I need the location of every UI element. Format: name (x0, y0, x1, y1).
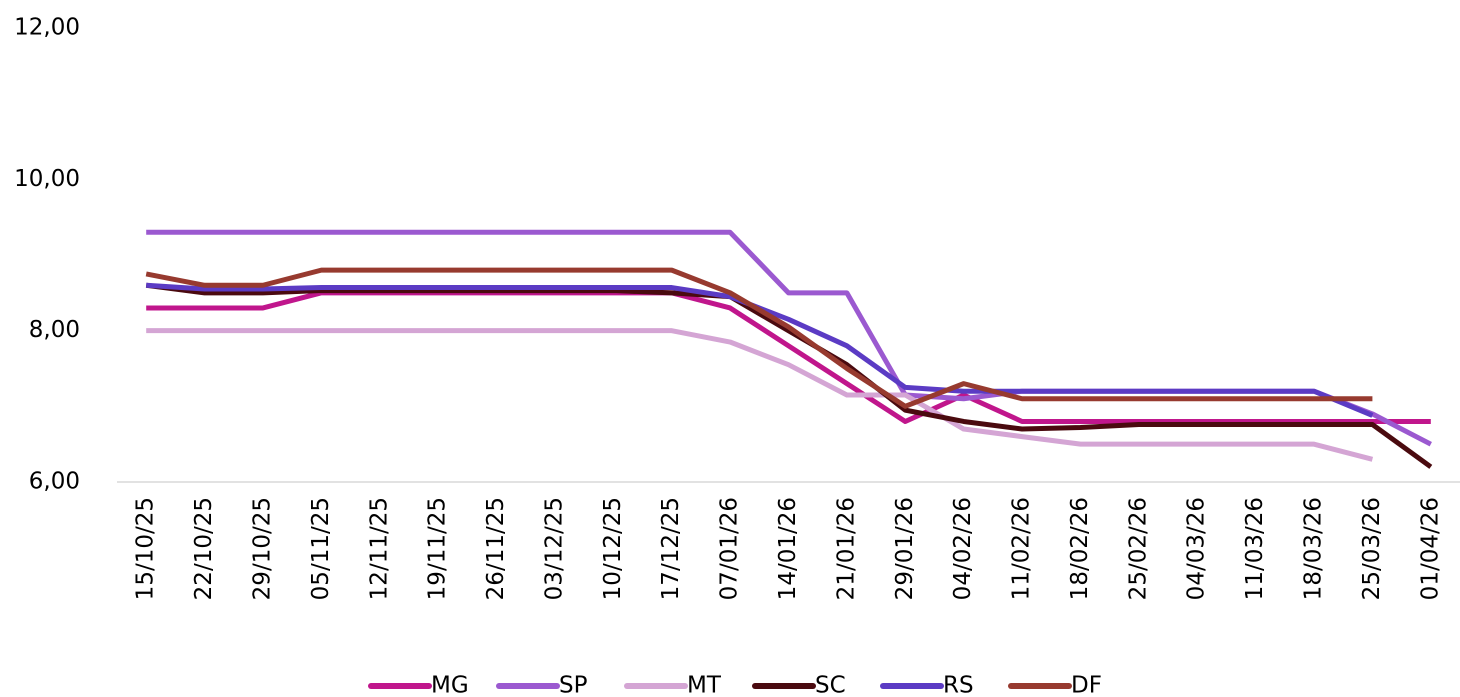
series-line (146, 229, 1432, 447)
x-tick-label: 05/11/25 (308, 497, 334, 600)
x-tick-label: 25/03/26 (1359, 497, 1385, 600)
legend-label: SP (559, 673, 588, 697)
y-tick-label: 10,00 (14, 166, 80, 192)
x-tick-label: 07/01/26 (717, 497, 743, 600)
x-tick-label: 29/10/25 (249, 497, 275, 600)
x-tick-label: 17/12/25 (658, 497, 684, 600)
x-tick-label: 01/04/26 (1417, 497, 1443, 600)
x-tick-label: 18/03/26 (1301, 497, 1327, 600)
series-line (146, 328, 1374, 462)
legend-label: MG (431, 673, 469, 697)
legend-label: MT (687, 673, 722, 697)
x-tick-label: 21/01/26 (833, 497, 859, 600)
x-tick-label: 14/01/26 (775, 497, 801, 600)
x-tick-label: 04/03/26 (1184, 497, 1210, 600)
x-tick-label: 11/02/26 (1009, 497, 1035, 600)
x-tick-label: 04/02/26 (950, 497, 976, 600)
x-tick-label: 26/11/25 (483, 497, 509, 600)
x-tick-label: 22/10/25 (191, 497, 217, 600)
series-line (145, 267, 1373, 409)
series-line (146, 290, 1431, 424)
x-tick-label: 25/02/26 (1125, 497, 1151, 600)
x-tick-label: 11/03/26 (1242, 497, 1268, 600)
x-tick-label: 12/11/25 (366, 497, 392, 600)
x-tick-label: 03/12/25 (541, 497, 567, 600)
y-tick-label: 8,00 (29, 317, 80, 343)
legend-label: SC (815, 673, 846, 697)
x-tick-label: 18/02/26 (1067, 497, 1093, 600)
x-tick-label: 15/10/25 (133, 497, 159, 600)
series-line (146, 282, 1374, 418)
y-tick-label: 12,00 (14, 15, 80, 41)
legend: MG SP MT SC RS DF (368, 673, 1102, 697)
x-tick-label: 10/12/25 (600, 497, 626, 600)
series-line (145, 282, 1433, 469)
y-tick-label: 6,00 (29, 469, 80, 495)
legend-label: DF (1071, 673, 1102, 697)
x-tick-label: 29/01/26 (892, 497, 918, 600)
x-tick-label: 19/11/25 (425, 497, 451, 600)
legend-label: RS (943, 673, 974, 697)
